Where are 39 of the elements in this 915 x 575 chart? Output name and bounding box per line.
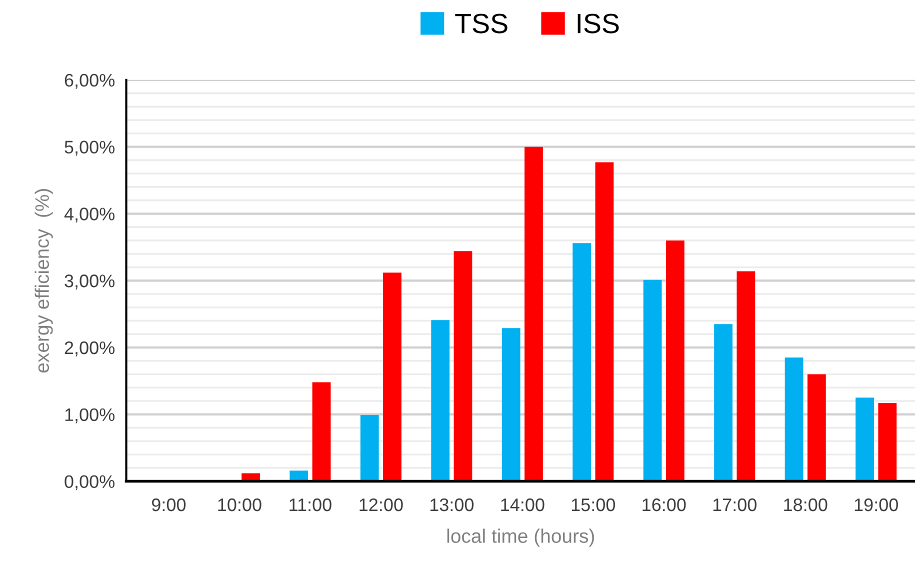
x-tick-label: 18:00 — [784, 498, 828, 512]
y-tick-label: 5,00% — [64, 140, 115, 156]
y-tick-label: 3,00% — [64, 274, 115, 290]
x-tick-label: 17:00 — [713, 498, 757, 512]
bar — [572, 243, 592, 482]
y-tick-label: 2,00% — [64, 341, 115, 356]
x-tick-label: 11:00 — [290, 498, 332, 512]
bar — [383, 272, 402, 482]
x-tick-label: 14:00 — [501, 498, 544, 512]
x-axis-title: local time (hours) — [447, 528, 594, 547]
bar — [454, 251, 472, 482]
legend-label: ISS — [578, 14, 619, 34]
y-tick-label: 4,00% — [64, 208, 115, 223]
bar — [524, 146, 543, 482]
y-tick-label: 6,00% — [64, 74, 115, 89]
x-tick-label: 12:00 — [360, 498, 403, 512]
bar — [312, 382, 331, 482]
y-tick-label: 1,00% — [65, 408, 115, 424]
bar — [502, 328, 520, 482]
x-tick-label: 16:00 — [642, 498, 686, 512]
y-tick-label: 0,00% — [64, 475, 115, 490]
legend-label: TSS — [455, 14, 508, 34]
bar — [807, 374, 826, 482]
x-tick-label: 10:00 — [218, 498, 262, 512]
bar — [714, 324, 732, 482]
x-tick-label: 13:00 — [430, 498, 474, 512]
y-axis-title: exergy efficiency (%) — [34, 189, 53, 373]
bar — [878, 403, 897, 482]
bar — [736, 271, 756, 482]
bar — [431, 320, 450, 482]
x-tick-label: 15:00 — [572, 498, 616, 512]
bar — [360, 415, 379, 482]
bar — [595, 162, 614, 482]
bar — [643, 280, 662, 482]
bar — [856, 398, 874, 482]
x-tick-label: 19:00 — [854, 498, 898, 512]
bar — [784, 358, 804, 482]
x-tick-label: 9:00 — [152, 498, 186, 512]
bar — [666, 240, 684, 482]
